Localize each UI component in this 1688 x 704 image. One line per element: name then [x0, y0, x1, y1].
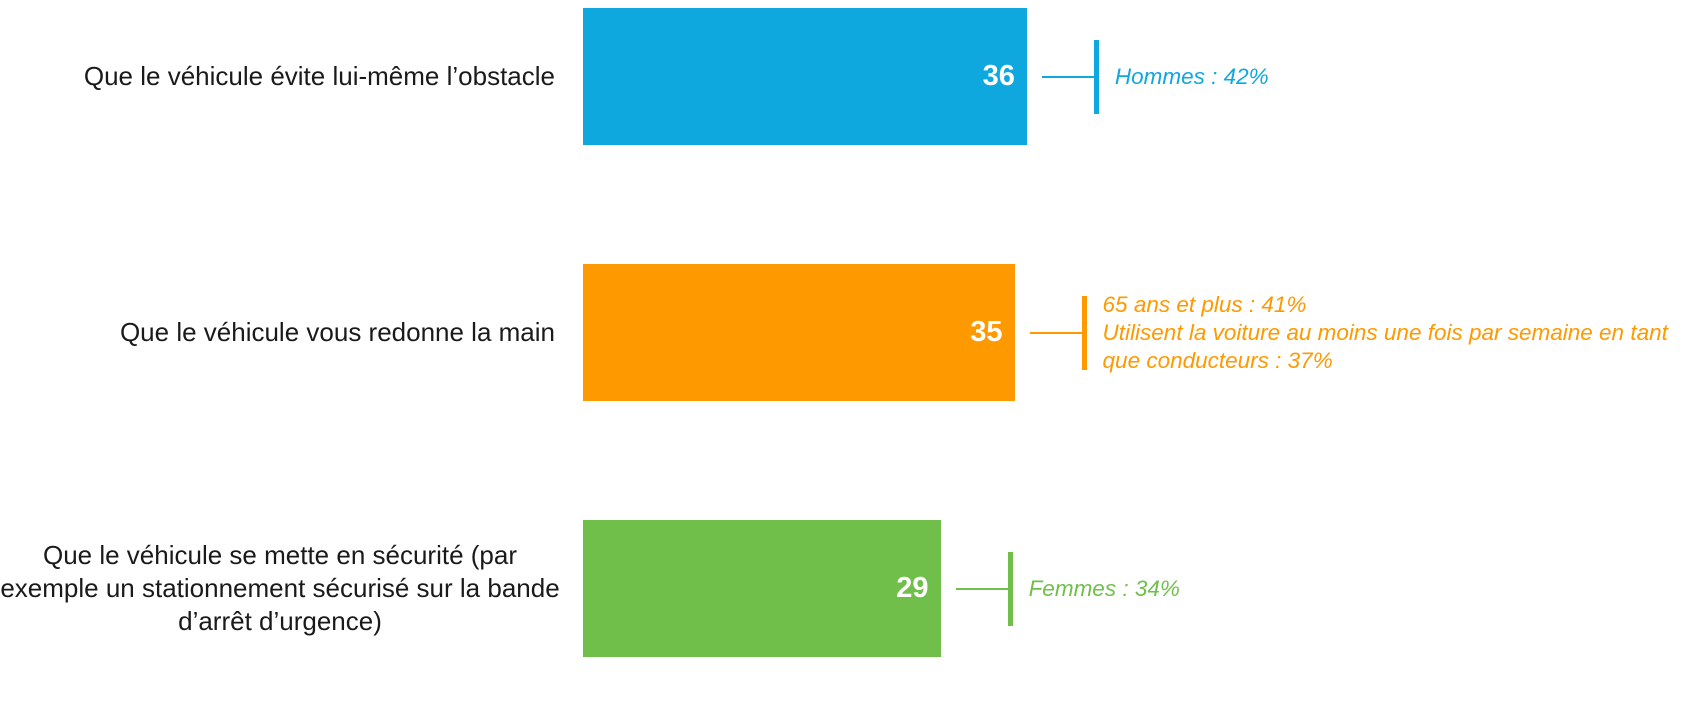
- category-label: Que le véhicule vous redonne la main: [0, 264, 555, 401]
- category-text: Que le véhicule se mette en sécurité (pa…: [0, 540, 560, 636]
- bar: [583, 520, 941, 657]
- annotation-text: Femmes : 34%: [1028, 575, 1180, 601]
- annotation-text: Utilisent la voiture au moins une fois p…: [1102, 319, 1668, 373]
- bar: [583, 264, 1015, 401]
- annotation-text: 65 ans et plus : 41%: [1102, 291, 1307, 317]
- annotation-bracket: [1007, 551, 1013, 626]
- annotation-connector: [1041, 75, 1097, 78]
- category-label: Que le véhicule évite lui-même l’obstacl…: [0, 8, 555, 145]
- annotation-bracket: [1081, 295, 1087, 370]
- category-text: Que le véhicule évite lui-même l’obstacl…: [83, 61, 555, 91]
- value-label: 29: [896, 571, 929, 604]
- bar: [583, 8, 1027, 145]
- annotation-connector: [955, 587, 1011, 590]
- annotation: Femmes : 34%: [1029, 575, 1619, 603]
- annotation-text: Hommes : 42%: [1114, 63, 1269, 89]
- annotation: 65 ans et plus : 41% Utilisent la voiture…: [1103, 291, 1688, 375]
- annotation: Hommes : 42%: [1115, 63, 1688, 91]
- category-text: Que le véhicule vous redonne la main: [119, 317, 555, 347]
- annotation-connector: [1029, 331, 1085, 334]
- category-label: Que le véhicule se mette en sécurité (pa…: [0, 520, 560, 657]
- annotation-bracket: [1093, 39, 1099, 114]
- value-label: 36: [982, 59, 1015, 92]
- value-label: 35: [970, 315, 1003, 348]
